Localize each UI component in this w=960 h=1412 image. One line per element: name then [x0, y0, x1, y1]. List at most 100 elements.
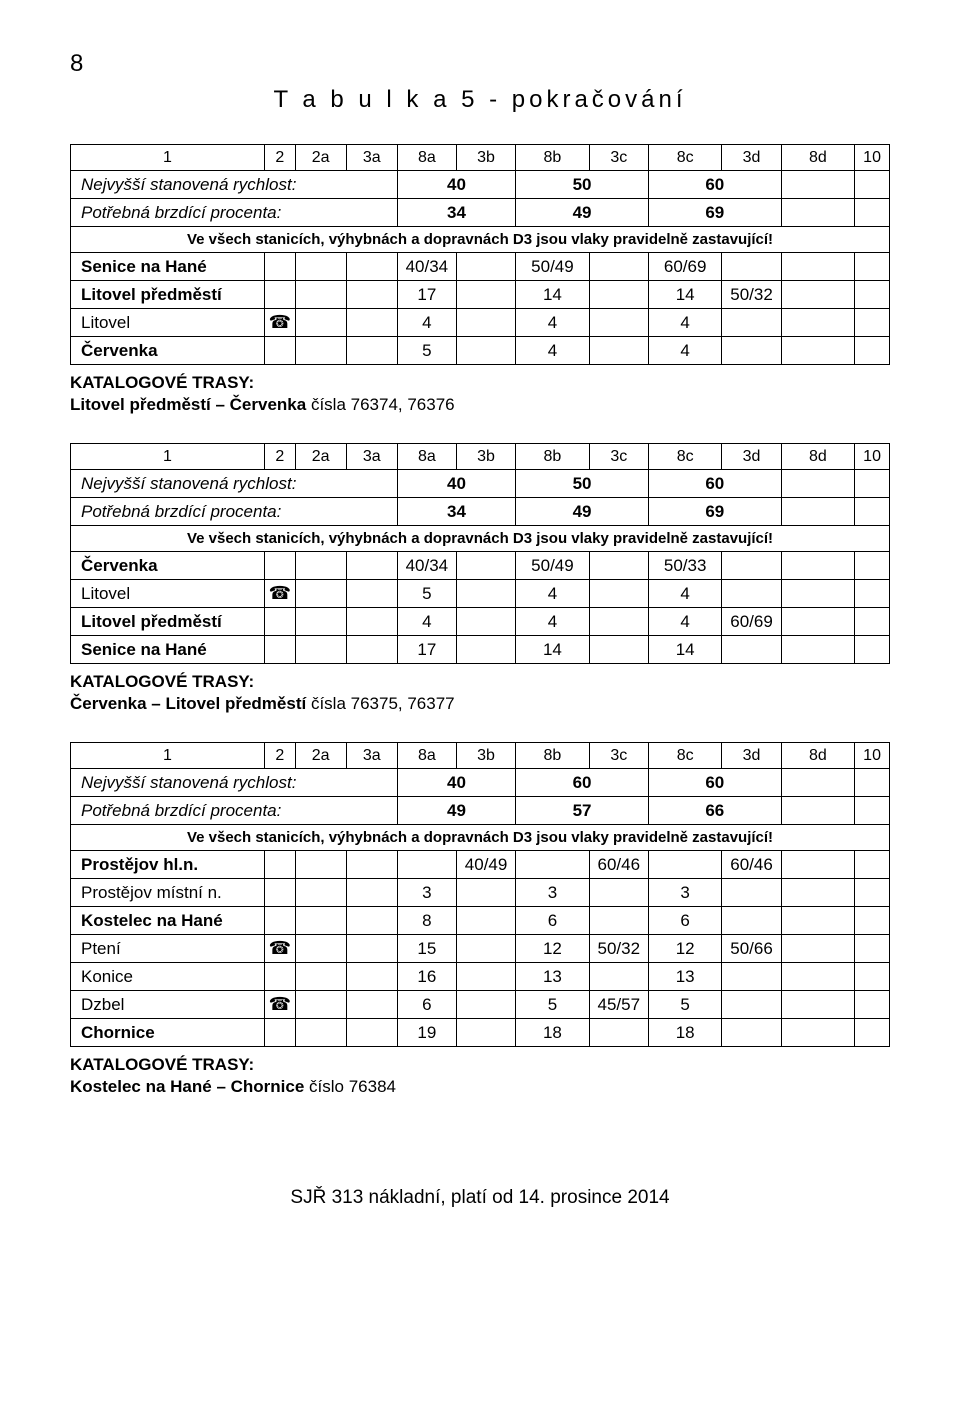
- cell: 14: [516, 281, 590, 309]
- col-header: 3c: [589, 145, 648, 171]
- cell: [346, 879, 397, 907]
- cell: [456, 963, 515, 991]
- cell: [855, 309, 890, 337]
- col-header: 1: [71, 145, 265, 171]
- cell: [855, 935, 890, 963]
- cell: [456, 309, 515, 337]
- cell: [589, 636, 648, 664]
- station-row: Ptení ☎151250/321250/66: [71, 935, 890, 963]
- cell: 60/46: [589, 851, 648, 879]
- cell: [295, 636, 346, 664]
- cell: 40/34: [397, 552, 456, 580]
- col-header: 2: [265, 145, 296, 171]
- cell: [855, 879, 890, 907]
- cell: [589, 552, 648, 580]
- station-name: Prostějov místní n.: [71, 879, 265, 907]
- cell: 14: [648, 636, 722, 664]
- col-header: 8b: [516, 743, 590, 769]
- cell: [722, 253, 781, 281]
- note-row: Ve všech stanicích, výhybnách a dopravná…: [71, 526, 890, 552]
- brake-val: 49: [397, 797, 515, 825]
- cell: [346, 552, 397, 580]
- cell: [295, 253, 346, 281]
- trasy-line: Litovel předměstí – Červenka čísla 76374…: [70, 395, 890, 415]
- station-name: Litovel předměstí: [71, 608, 265, 636]
- cell: 60/69: [648, 253, 722, 281]
- cell: [781, 1019, 855, 1047]
- col-header: 1: [71, 444, 265, 470]
- cell: [295, 552, 346, 580]
- cell: [781, 552, 855, 580]
- brake-val: 49: [516, 498, 649, 526]
- cell: [589, 963, 648, 991]
- cell: [855, 636, 890, 664]
- cell: 18: [516, 1019, 590, 1047]
- col-header: 8d: [781, 444, 855, 470]
- cell: 50/66: [722, 935, 781, 963]
- station-name: Prostějov hl.n.: [71, 851, 265, 879]
- station-row: Litovel ☎544: [71, 580, 890, 608]
- cell: 60/69: [722, 608, 781, 636]
- trasy-line: Červenka – Litovel předměstí čísla 76375…: [70, 694, 890, 714]
- cell: 40/34: [397, 253, 456, 281]
- phone-icon: ☎: [265, 580, 296, 608]
- cell: [295, 907, 346, 935]
- cell: [456, 552, 515, 580]
- cell: [781, 580, 855, 608]
- brake-val: 34: [397, 199, 515, 227]
- cell: 4: [648, 580, 722, 608]
- cell: [648, 851, 722, 879]
- cell: 45/57: [589, 991, 648, 1019]
- cell: 4: [516, 608, 590, 636]
- speed-val: 40: [397, 171, 515, 199]
- station-name: Senice na Hané: [71, 636, 265, 664]
- cell: [589, 337, 648, 365]
- cell: [295, 309, 346, 337]
- cell: 6: [397, 991, 456, 1019]
- cell: [722, 309, 781, 337]
- cell: [346, 907, 397, 935]
- cell: [589, 608, 648, 636]
- cell: 4: [648, 309, 722, 337]
- cell: 3: [648, 879, 722, 907]
- cell: [855, 337, 890, 365]
- cell: [456, 1019, 515, 1047]
- cell: [855, 1019, 890, 1047]
- cell: [781, 963, 855, 991]
- cell: [295, 879, 346, 907]
- cell: [295, 281, 346, 309]
- page-number: 8: [70, 50, 890, 78]
- station-name: Dzbel: [71, 991, 265, 1019]
- cell: [456, 580, 515, 608]
- cell: 5: [648, 991, 722, 1019]
- phone-icon: [265, 253, 296, 281]
- cell: [456, 636, 515, 664]
- cell: 6: [648, 907, 722, 935]
- cell: 50/33: [648, 552, 722, 580]
- cell: [855, 907, 890, 935]
- cell: [346, 608, 397, 636]
- cell: [295, 935, 346, 963]
- col-header: 3b: [456, 145, 515, 171]
- trasy-heading: KATALOGOVÉ TRASY:: [70, 1055, 890, 1075]
- col-header: 8a: [397, 145, 456, 171]
- cell: [346, 309, 397, 337]
- cell: [781, 309, 855, 337]
- cell: [722, 636, 781, 664]
- cell: [295, 580, 346, 608]
- table-1: 122a3a8a3b8b3c8c3d8d10 Nejvyšší stanoven…: [70, 443, 890, 664]
- cell: [722, 991, 781, 1019]
- cell: [456, 281, 515, 309]
- cell: [295, 608, 346, 636]
- cell: 17: [397, 281, 456, 309]
- cell: 8: [397, 907, 456, 935]
- col-header: 3c: [589, 743, 648, 769]
- cell: [855, 991, 890, 1019]
- cell: [456, 991, 515, 1019]
- trasy-line: Kostelec na Hané – Chornice číslo 76384: [70, 1077, 890, 1097]
- cell: 3: [397, 879, 456, 907]
- cell: 4: [516, 337, 590, 365]
- cell: [781, 253, 855, 281]
- col-header: 8d: [781, 743, 855, 769]
- cell: [295, 337, 346, 365]
